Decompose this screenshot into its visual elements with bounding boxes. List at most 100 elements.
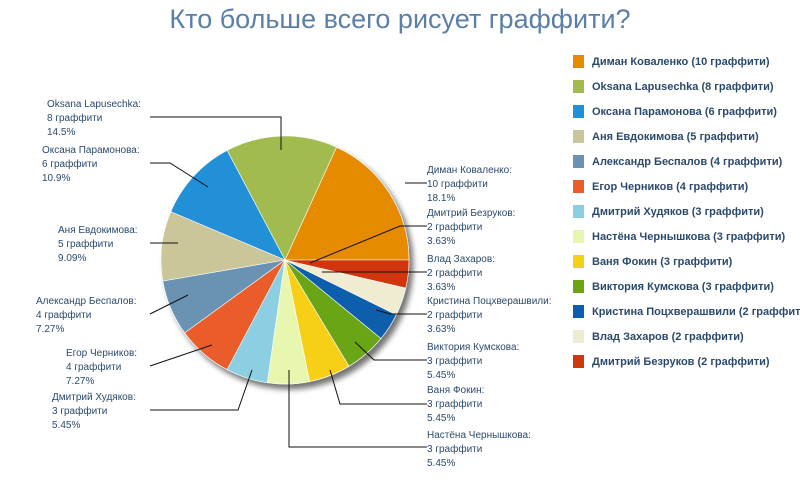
legend-label: Ваня Фокин (3 граффити) [592, 256, 733, 268]
legend-item-6: Егор Черников (4 граффити) [573, 180, 749, 193]
legend-swatch [573, 355, 584, 368]
callout-percent: 7.27% [36, 324, 64, 335]
legend-item-3: Оксана Парамонова (6 граффити) [573, 105, 777, 118]
callout-percent: 10.9% [42, 173, 70, 184]
callout-leader-line [149, 294, 189, 315]
callout-5: Александр Беспалов: 4 граффити 7.27% [36, 294, 189, 335]
legend-label: Виктория Кумскова (3 граффити) [592, 281, 774, 293]
legend-item-12: Влад Захаров (2 граффити) [573, 330, 744, 343]
callout-name: Аня Евдокимова: [58, 225, 138, 236]
pie-slices [160, 135, 410, 385]
legend-swatch [573, 330, 584, 343]
legend-swatch [573, 230, 584, 243]
legend-item-9: Ваня Фокин (3 граффити) [573, 255, 733, 268]
callouts: Диман Коваленко: 10 граффити 18.1% Oksana L… [36, 99, 551, 469]
legend-swatch [573, 280, 584, 293]
callout-count: 3 граффити [427, 443, 482, 455]
pie-slice-13 [284, 259, 410, 289]
legend-item-1: Диман Коваленко (10 граффити) [573, 55, 770, 68]
callout-count: 6 граффити [42, 158, 97, 170]
legend-item-5: Александр Беспалов (4 граффити) [573, 155, 783, 168]
callout-count: 2 граффити [427, 221, 482, 233]
callout-name: Настёна Чернышкова: [427, 430, 531, 441]
callout-4: Аня Евдокимова: 5 граффити 9.09% [58, 225, 178, 264]
callout-name: Александр Беспалов: [36, 296, 137, 307]
callout-8: Настёна Чернышкова: 3 граффити 5.45% [288, 370, 531, 469]
callout-count: 3 граффити [427, 355, 482, 367]
callout-7: Дмитрий Худяков: 3 граффити 5.45% [52, 369, 253, 431]
legend-label: Егор Черников (4 граффити) [592, 181, 749, 193]
legend-item-13: Дмитрий Безруков (2 граффити) [573, 355, 770, 368]
callout-percent: 7.27% [66, 376, 94, 387]
legend-swatch [573, 55, 584, 68]
legend-label: Александр Беспалов (4 граффити) [592, 156, 783, 168]
legend-item-7: Дмитрий Худяков (3 граффити) [573, 205, 764, 218]
legend-label: Кристина Поцхверашвили (2 граффити) [592, 306, 800, 318]
legend-item-4: Аня Евдокимова (5 граффити) [573, 130, 759, 143]
callout-leader-line [375, 309, 427, 315]
callout-13: Дмитрий Безруков: 2 граффити 3.63% [309, 208, 515, 264]
legend-swatch [573, 105, 584, 118]
chart-title: Кто больше всего рисует граффити? [169, 4, 631, 34]
callout-count: 4 граффити [66, 361, 121, 373]
callout-percent: 5.45% [427, 413, 455, 424]
callout-name: Оксана Парамонова: [42, 145, 140, 156]
callout-leader-line [309, 225, 427, 264]
callout-9: Ваня Фокин: 3 граффити 5.45% [329, 369, 484, 424]
callout-percent: 14.5% [47, 127, 75, 138]
legend-swatch [573, 255, 584, 268]
callout-12: Влад Захаров: 2 граффити 3.63% [322, 254, 495, 293]
callout-name: Диман Коваленко: [427, 165, 512, 176]
callout-leader-line [149, 344, 213, 367]
legend-label: Диман Коваленко (10 граффити) [592, 56, 770, 68]
callout-2: Oksana Lapusechka: 8 граффити 14.5% [47, 99, 282, 150]
callout-percent: 3.63% [427, 282, 455, 293]
callout-count: 8 граффити [47, 112, 102, 124]
callout-leader-line [329, 369, 427, 405]
callout-percent: 5.45% [52, 420, 80, 431]
callout-percent: 5.45% [427, 458, 455, 469]
callout-leader-line [150, 162, 209, 188]
callout-count: 4 граффити [36, 309, 91, 321]
callout-percent: 5.45% [427, 370, 455, 381]
callout-count: 3 граффити [52, 405, 107, 417]
pie-slice-3 [170, 149, 286, 261]
callout-name: Дмитрий Худяков: [52, 392, 136, 403]
legend-label: Оксана Парамонова (6 граффити) [592, 106, 777, 118]
callout-leader-line [354, 341, 427, 361]
legend-swatch [573, 80, 584, 93]
legend-label: Настёна Чернышкова (3 граффити) [592, 231, 786, 243]
legend-swatch [573, 155, 584, 168]
callout-name: Oksana Lapusechka: [47, 99, 141, 110]
callout-11: Кристина Поцхверашвили: 2 граффити 3.63% [375, 296, 551, 335]
callout-leader-line [150, 116, 282, 150]
legend-label: Oksana Lapusechka (8 граффити) [592, 81, 774, 93]
callout-leader-line [288, 370, 427, 448]
callout-count: 2 граффити [427, 309, 482, 321]
pie-slice-1 [284, 146, 410, 261]
callout-leader-line [150, 369, 253, 411]
callout-10: Виктория Кумскова: 3 граффити 5.45% [354, 341, 519, 381]
legend-item-11: Кристина Поцхверашвили (2 граффити) [573, 305, 800, 318]
callout-6: Егор Черников: 4 граффити 7.27% [66, 344, 213, 387]
legend-swatch [573, 305, 584, 318]
legend-item-2: Oksana Lapusechka (8 граффити) [573, 80, 774, 93]
callout-name: Влад Захаров: [427, 254, 495, 265]
legend-label: Влад Захаров (2 граффити) [592, 331, 744, 343]
callout-percent: 3.63% [427, 236, 455, 247]
callout-percent: 18.1% [427, 193, 455, 204]
legend-item-8: Настёна Чернышкова (3 граффити) [573, 230, 786, 243]
callout-name: Виктория Кумскова: [427, 342, 519, 353]
callout-name: Егор Черников: [66, 348, 137, 359]
legend-swatch [573, 180, 584, 193]
legend-label: Аня Евдокимова (5 граффити) [592, 131, 759, 143]
callout-name: Ваня Фокин: [427, 385, 484, 396]
callout-count: 10 граффити [427, 178, 488, 190]
callout-name: Дмитрий Безруков: [427, 208, 515, 219]
callout-count: 5 граффити [58, 238, 113, 250]
callout-percent: 3.63% [427, 324, 455, 335]
legend: Диман Коваленко (10 граффити) Oksana Lapu… [573, 55, 800, 368]
callout-percent: 9.09% [58, 253, 86, 264]
callout-count: 2 граффити [427, 267, 482, 279]
